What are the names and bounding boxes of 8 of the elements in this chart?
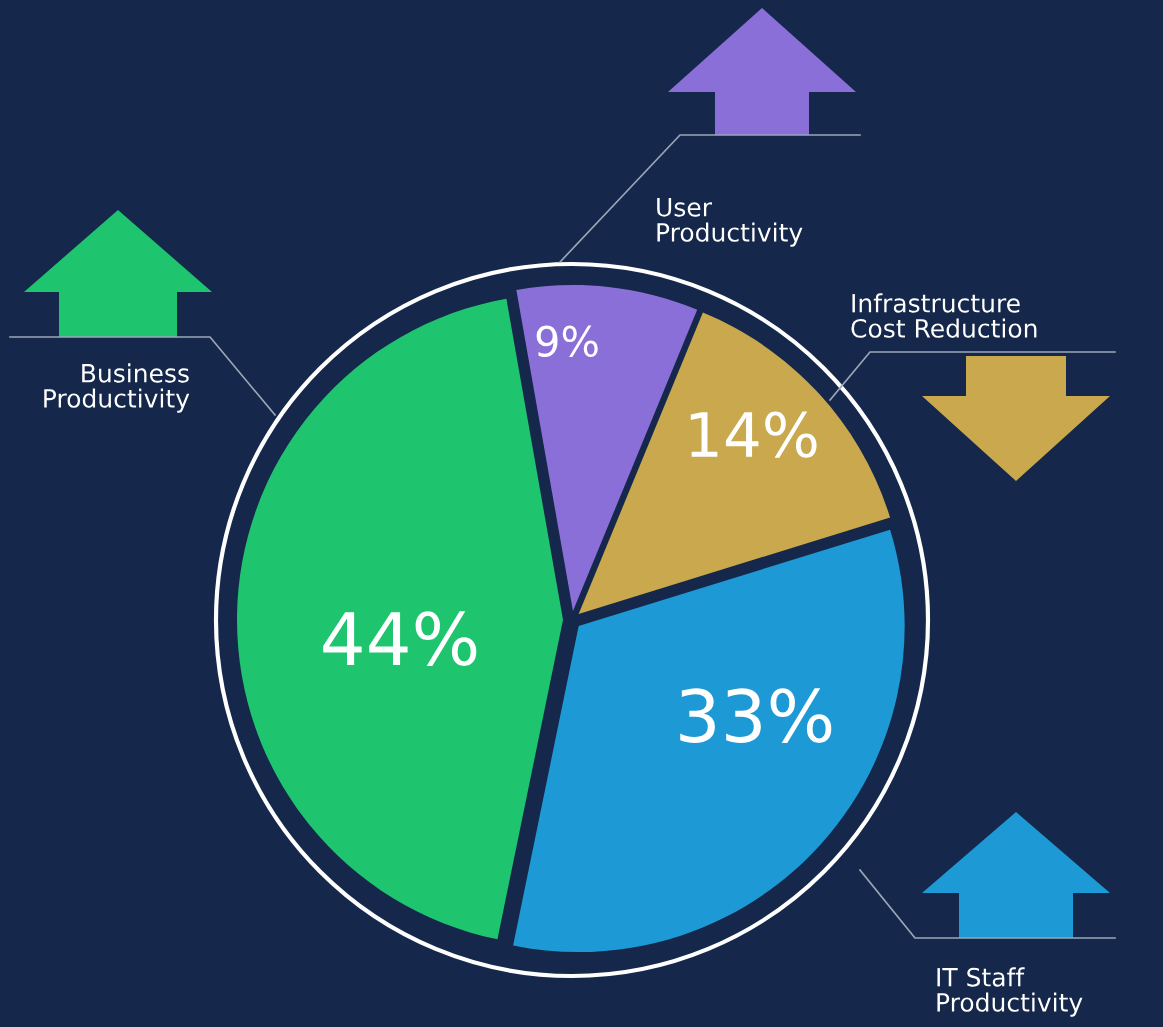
data-label: 14% [690, 411, 817, 458]
data-label: 9% [536, 325, 598, 358]
slice-label: Infrastructure Cost Reduction [851, 293, 1037, 338]
data-label: 44% [323, 611, 477, 666]
slice-label: Business Productivity [44, 363, 190, 413]
slice-label: User Productivity [657, 198, 803, 247]
data-label: 33% [680, 688, 832, 743]
slice-label: IT Staff Productivity [937, 967, 1083, 1017]
